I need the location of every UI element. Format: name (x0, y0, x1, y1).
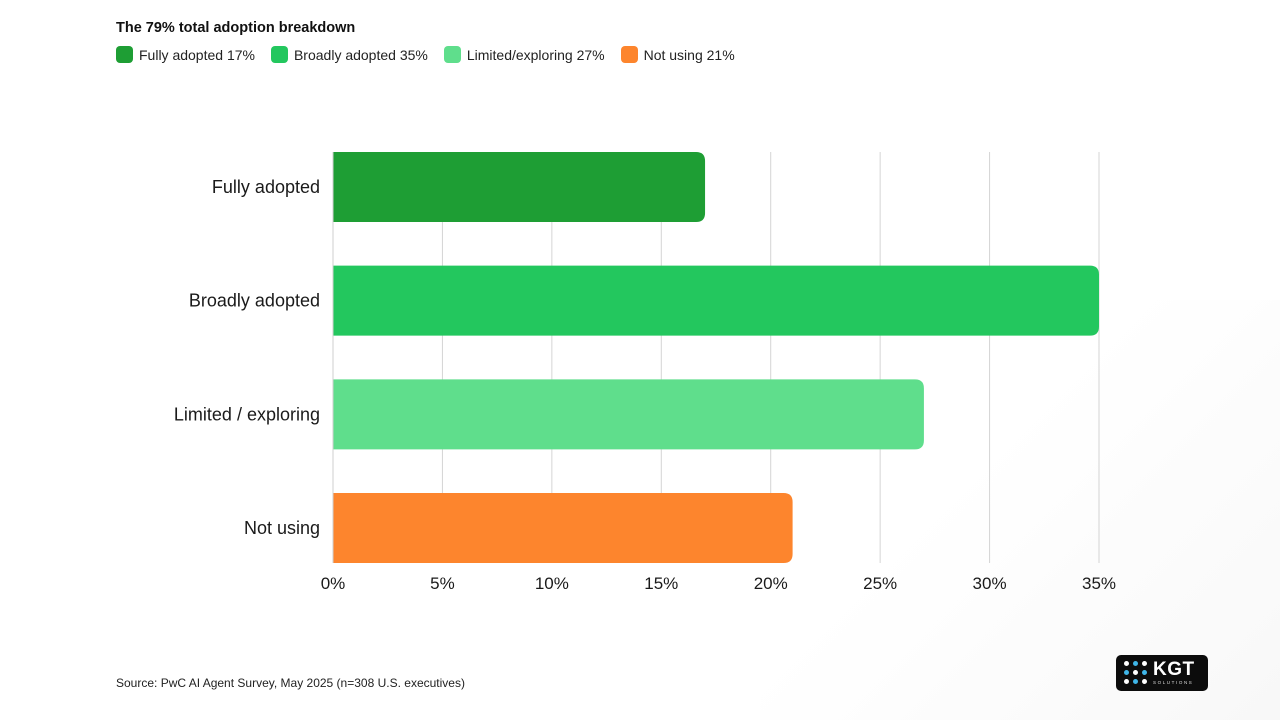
logo-main-text: KGT (1153, 659, 1195, 680)
bar-not-using (333, 493, 793, 563)
legend-swatch-fully-adopted (116, 46, 133, 63)
legend-swatch-broadly-adopted (270, 46, 288, 63)
legend-item-limited-exploring: Limited/exploring 27% (443, 46, 605, 63)
logo-dots-icon (1124, 661, 1148, 685)
category-label: Limited / exploring (174, 404, 320, 424)
legend-item-not-using: Not using 21% (620, 46, 735, 63)
kgt-logo: KGT SOLUTIONS (1116, 655, 1208, 691)
legend-swatch-limited-exploring (443, 46, 461, 63)
category-label: Broadly adopted (189, 291, 320, 311)
x-tick-label: 10% (535, 574, 569, 593)
bar-fully-adopted (333, 152, 706, 222)
legend-label: Fully adopted 17% (139, 46, 255, 63)
legend-label: Not using 21% (643, 46, 735, 63)
logo-sub-text: SOLUTIONS (1153, 680, 1194, 685)
bar-limited-exploring (333, 379, 924, 450)
x-tick-label: 25% (863, 574, 897, 593)
legend-item-broadly-adopted: Broadly adopted 35% (270, 46, 428, 63)
logo-text: KGT SOLUTIONS (1153, 659, 1195, 685)
legend: Fully adopted 17% Broadly adopted 35% Li… (116, 46, 735, 63)
category-label: Fully adopted (212, 177, 320, 197)
source-note: Source: PwC AI Agent Survey, May 2025 (n… (116, 676, 465, 690)
category-label: Not using (244, 518, 320, 538)
legend-label: Broadly adopted 35% (293, 46, 428, 63)
chart-title: The 79% total adoption breakdown (116, 20, 356, 36)
background-fade (760, 300, 1280, 720)
legend-swatch-not-using (620, 46, 638, 63)
x-tick-label: 0% (321, 574, 346, 593)
x-tick-label: 5% (430, 574, 455, 593)
bar-broadly-adopted (333, 265, 1099, 336)
x-tick-label: 15% (644, 574, 678, 593)
legend-item-fully-adopted: Fully adopted 17% (116, 46, 255, 63)
x-tick-label: 35% (1082, 574, 1116, 593)
x-tick-label: 20% (754, 574, 788, 593)
legend-label: Limited/exploring 27% (466, 46, 605, 63)
x-tick-label: 30% (973, 574, 1007, 593)
